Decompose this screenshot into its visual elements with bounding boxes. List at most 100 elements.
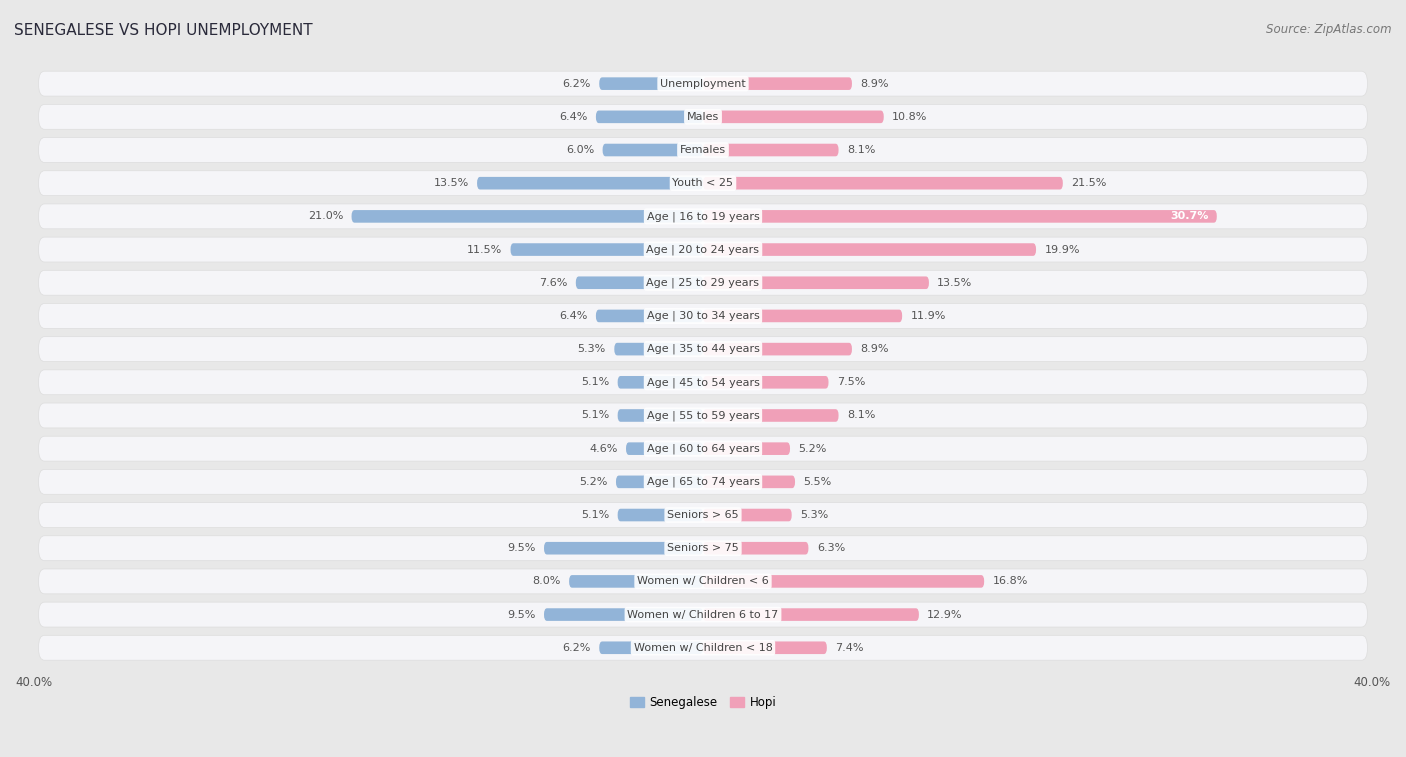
Text: 8.0%: 8.0%	[533, 576, 561, 587]
Text: 5.1%: 5.1%	[581, 377, 609, 388]
Text: 6.2%: 6.2%	[562, 643, 591, 653]
FancyBboxPatch shape	[38, 237, 1368, 262]
FancyBboxPatch shape	[38, 270, 1368, 295]
FancyBboxPatch shape	[703, 641, 827, 654]
Text: 13.5%: 13.5%	[433, 178, 468, 188]
FancyBboxPatch shape	[599, 641, 703, 654]
Text: Seniors > 65: Seniors > 65	[668, 510, 738, 520]
FancyBboxPatch shape	[38, 138, 1368, 163]
FancyBboxPatch shape	[38, 503, 1368, 528]
FancyBboxPatch shape	[596, 111, 703, 123]
FancyBboxPatch shape	[38, 469, 1368, 494]
Text: 5.3%: 5.3%	[800, 510, 828, 520]
Text: 8.1%: 8.1%	[846, 145, 876, 155]
FancyBboxPatch shape	[477, 177, 703, 189]
Text: 4.6%: 4.6%	[589, 444, 617, 453]
Text: Youth < 25: Youth < 25	[672, 178, 734, 188]
Text: Age | 30 to 34 years: Age | 30 to 34 years	[647, 310, 759, 321]
FancyBboxPatch shape	[38, 569, 1368, 593]
FancyBboxPatch shape	[703, 276, 929, 289]
Text: 30.7%: 30.7%	[1170, 211, 1208, 221]
Text: 5.2%: 5.2%	[579, 477, 607, 487]
Text: Women w/ Children 6 to 17: Women w/ Children 6 to 17	[627, 609, 779, 619]
FancyBboxPatch shape	[544, 609, 703, 621]
Text: 6.2%: 6.2%	[562, 79, 591, 89]
Text: 7.4%: 7.4%	[835, 643, 863, 653]
FancyBboxPatch shape	[703, 111, 884, 123]
FancyBboxPatch shape	[703, 77, 852, 90]
Text: Females: Females	[681, 145, 725, 155]
Text: 5.3%: 5.3%	[578, 344, 606, 354]
Text: 5.5%: 5.5%	[803, 477, 832, 487]
Text: Age | 55 to 59 years: Age | 55 to 59 years	[647, 410, 759, 421]
Text: SENEGALESE VS HOPI UNEMPLOYMENT: SENEGALESE VS HOPI UNEMPLOYMENT	[14, 23, 312, 38]
FancyBboxPatch shape	[703, 310, 903, 322]
Text: Seniors > 75: Seniors > 75	[666, 544, 740, 553]
Text: Age | 60 to 64 years: Age | 60 to 64 years	[647, 444, 759, 454]
FancyBboxPatch shape	[510, 243, 703, 256]
Text: Women w/ Children < 18: Women w/ Children < 18	[634, 643, 772, 653]
FancyBboxPatch shape	[38, 337, 1368, 362]
FancyBboxPatch shape	[38, 602, 1368, 627]
FancyBboxPatch shape	[703, 376, 828, 388]
Text: 6.3%: 6.3%	[817, 544, 845, 553]
FancyBboxPatch shape	[569, 575, 703, 587]
Text: 21.5%: 21.5%	[1071, 178, 1107, 188]
FancyBboxPatch shape	[617, 410, 703, 422]
FancyBboxPatch shape	[703, 442, 790, 455]
FancyBboxPatch shape	[596, 310, 703, 322]
FancyBboxPatch shape	[38, 370, 1368, 394]
Text: Source: ZipAtlas.com: Source: ZipAtlas.com	[1267, 23, 1392, 36]
FancyBboxPatch shape	[703, 575, 984, 587]
FancyBboxPatch shape	[38, 536, 1368, 561]
FancyBboxPatch shape	[703, 542, 808, 555]
FancyBboxPatch shape	[576, 276, 703, 289]
Text: Males: Males	[688, 112, 718, 122]
Text: 16.8%: 16.8%	[993, 576, 1028, 587]
Text: 8.9%: 8.9%	[860, 344, 889, 354]
Legend: Senegalese, Hopi: Senegalese, Hopi	[624, 691, 782, 714]
FancyBboxPatch shape	[38, 304, 1368, 329]
FancyBboxPatch shape	[626, 442, 703, 455]
Text: 8.9%: 8.9%	[860, 79, 889, 89]
Text: 10.8%: 10.8%	[893, 112, 928, 122]
Text: 5.2%: 5.2%	[799, 444, 827, 453]
FancyBboxPatch shape	[617, 376, 703, 388]
Text: 19.9%: 19.9%	[1045, 245, 1080, 254]
FancyBboxPatch shape	[38, 403, 1368, 428]
FancyBboxPatch shape	[38, 171, 1368, 195]
Text: 8.1%: 8.1%	[846, 410, 876, 420]
FancyBboxPatch shape	[544, 542, 703, 555]
Text: 7.5%: 7.5%	[837, 377, 865, 388]
FancyBboxPatch shape	[616, 475, 703, 488]
FancyBboxPatch shape	[603, 144, 703, 156]
FancyBboxPatch shape	[703, 343, 852, 356]
FancyBboxPatch shape	[38, 436, 1368, 461]
FancyBboxPatch shape	[352, 210, 703, 223]
Text: 9.5%: 9.5%	[508, 544, 536, 553]
Text: 11.5%: 11.5%	[467, 245, 502, 254]
FancyBboxPatch shape	[703, 475, 794, 488]
FancyBboxPatch shape	[703, 609, 920, 621]
FancyBboxPatch shape	[703, 210, 1216, 223]
FancyBboxPatch shape	[38, 635, 1368, 660]
Text: 21.0%: 21.0%	[308, 211, 343, 221]
FancyBboxPatch shape	[614, 343, 703, 356]
Text: 11.9%: 11.9%	[911, 311, 946, 321]
FancyBboxPatch shape	[599, 77, 703, 90]
Text: Women w/ Children < 6: Women w/ Children < 6	[637, 576, 769, 587]
Text: Unemployment: Unemployment	[661, 79, 745, 89]
Text: 7.6%: 7.6%	[538, 278, 568, 288]
Text: Age | 20 to 24 years: Age | 20 to 24 years	[647, 245, 759, 255]
FancyBboxPatch shape	[703, 410, 838, 422]
Text: 6.0%: 6.0%	[567, 145, 595, 155]
Text: 6.4%: 6.4%	[560, 311, 588, 321]
FancyBboxPatch shape	[38, 71, 1368, 96]
FancyBboxPatch shape	[703, 509, 792, 522]
Text: 5.1%: 5.1%	[581, 510, 609, 520]
Text: 9.5%: 9.5%	[508, 609, 536, 619]
Text: Age | 25 to 29 years: Age | 25 to 29 years	[647, 278, 759, 288]
FancyBboxPatch shape	[617, 509, 703, 522]
Text: Age | 65 to 74 years: Age | 65 to 74 years	[647, 477, 759, 487]
Text: Age | 45 to 54 years: Age | 45 to 54 years	[647, 377, 759, 388]
